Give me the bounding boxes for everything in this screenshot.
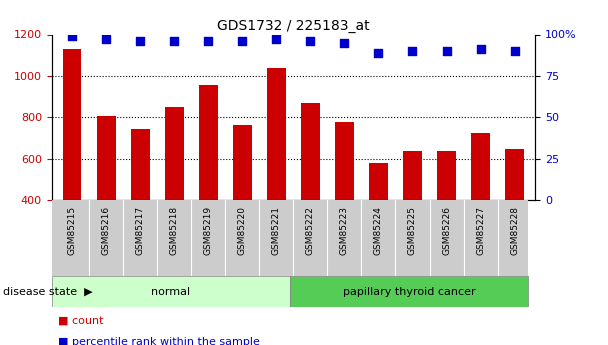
Bar bbox=[63, 49, 81, 200]
Text: GSM85227: GSM85227 bbox=[476, 206, 485, 255]
Bar bbox=[437, 151, 456, 200]
Text: GSM85216: GSM85216 bbox=[102, 206, 111, 255]
Point bbox=[339, 40, 349, 46]
Text: GSM85218: GSM85218 bbox=[170, 206, 179, 255]
Text: ■ count: ■ count bbox=[58, 316, 103, 326]
Bar bbox=[131, 129, 150, 200]
Text: GSM85228: GSM85228 bbox=[510, 206, 519, 255]
Point bbox=[373, 50, 383, 56]
Bar bbox=[301, 103, 320, 200]
Text: GSM85221: GSM85221 bbox=[272, 206, 281, 255]
Text: disease state  ▶: disease state ▶ bbox=[3, 287, 92, 296]
Text: GSM85219: GSM85219 bbox=[204, 206, 213, 255]
Text: GSM85217: GSM85217 bbox=[136, 206, 145, 255]
Point bbox=[170, 38, 179, 44]
Bar bbox=[403, 151, 422, 200]
Point bbox=[272, 37, 282, 42]
Bar bbox=[290, 276, 528, 307]
Point bbox=[475, 47, 485, 52]
Bar bbox=[233, 125, 252, 200]
Text: GSM85220: GSM85220 bbox=[238, 206, 247, 255]
Point bbox=[305, 38, 315, 44]
Point bbox=[407, 48, 417, 54]
Point bbox=[136, 38, 145, 44]
Text: GSM85215: GSM85215 bbox=[67, 206, 77, 255]
Point bbox=[67, 33, 77, 39]
Bar bbox=[369, 163, 388, 200]
Bar bbox=[165, 107, 184, 200]
Bar bbox=[505, 149, 524, 200]
Point bbox=[102, 37, 111, 42]
Text: GSM85225: GSM85225 bbox=[408, 206, 417, 255]
Bar bbox=[97, 116, 116, 200]
Text: GSM85223: GSM85223 bbox=[340, 206, 349, 255]
Text: papillary thyroid cancer: papillary thyroid cancer bbox=[343, 287, 475, 296]
Title: GDS1732 / 225183_at: GDS1732 / 225183_at bbox=[217, 19, 370, 33]
Text: normal: normal bbox=[151, 287, 190, 296]
Point bbox=[204, 38, 213, 44]
Point bbox=[510, 48, 519, 54]
Point bbox=[238, 38, 247, 44]
Bar bbox=[199, 85, 218, 200]
Text: GSM85226: GSM85226 bbox=[442, 206, 451, 255]
Bar bbox=[52, 276, 290, 307]
Point bbox=[441, 48, 451, 54]
Bar bbox=[267, 68, 286, 200]
Text: ■ percentile rank within the sample: ■ percentile rank within the sample bbox=[58, 337, 260, 345]
Text: GSM85224: GSM85224 bbox=[374, 206, 383, 255]
Text: GSM85222: GSM85222 bbox=[306, 206, 315, 255]
Bar bbox=[471, 133, 490, 200]
Bar bbox=[335, 122, 354, 200]
